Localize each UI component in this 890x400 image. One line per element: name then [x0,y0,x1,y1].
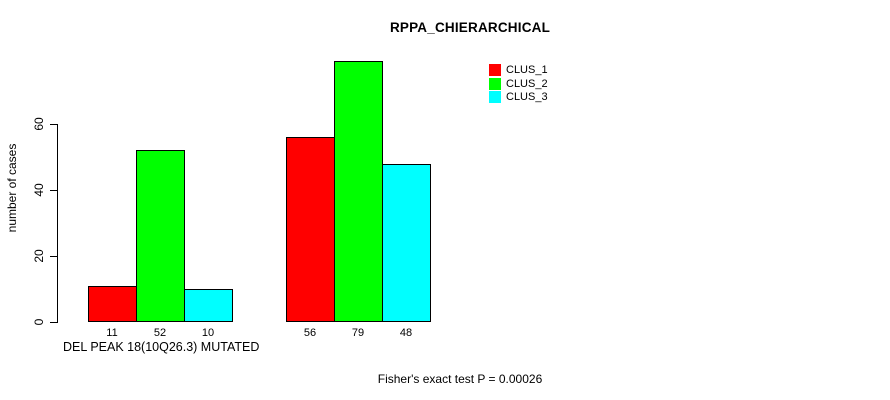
bar-value-label: 52 [153,327,167,339]
legend-item-clus3: CLUS_3 [489,91,548,103]
legend: CLUS_1 CLUS_2 CLUS_3 [489,64,548,105]
y-tick [50,190,57,191]
y-tick [50,322,57,323]
y-axis-line [57,124,58,323]
y-tick [50,124,57,125]
bar-value-label: 48 [399,327,413,339]
legend-swatch-clus2 [489,77,501,90]
fisher-test-annotation: Fisher's exact test P = 0.00026 [377,372,543,386]
bar-value-label: 10 [201,327,215,339]
bar-value-label: 11 [106,327,118,339]
y-tick [50,256,57,257]
bar-clus1-group1 [88,285,137,322]
bar-clus3-group1 [184,289,233,322]
bar-clus2-group2 [334,61,383,322]
y-tick-label: 20 [32,249,46,263]
chart-title: RPPA_CHIERARCHICAL [389,20,551,35]
legend-swatch-clus3 [489,91,501,103]
y-tick-label: 60 [32,117,46,131]
bar-value-label: 79 [351,327,365,339]
legend-swatch-clus1 [489,64,501,76]
y-tick-label: 40 [32,183,46,197]
legend-label: CLUS_2 [506,77,548,90]
bar-clus1-group2 [286,137,335,322]
legend-item-clus2: CLUS_2 [489,77,548,90]
y-tick-label: 0 [32,318,46,326]
x-axis-label: DEL PEAK 18(10Q26.3) MUTATED [63,340,260,354]
y-axis-label: number of cases [5,143,19,233]
bar-clus3-group2 [382,163,431,322]
legend-label: CLUS_1 [506,64,548,76]
bar-value-label: 56 [303,327,317,339]
bar-clus2-group1 [136,150,185,322]
legend-label: CLUS_3 [506,91,548,103]
legend-item-clus1: CLUS_1 [489,64,548,76]
